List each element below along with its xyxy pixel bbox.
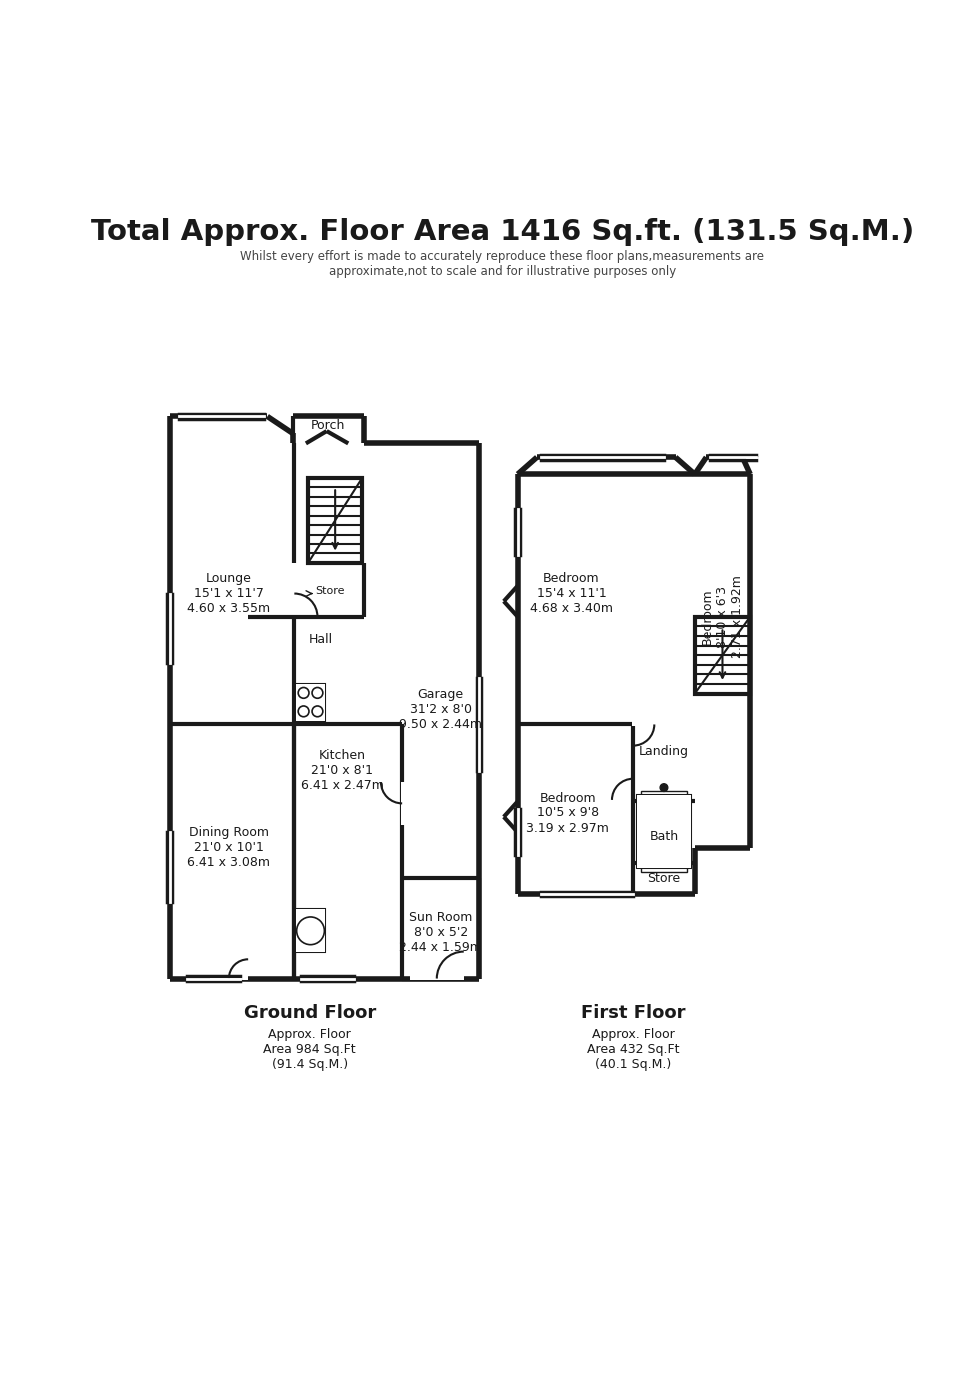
Bar <box>401 783 407 824</box>
Text: Bath: Bath <box>650 830 678 842</box>
Bar <box>410 974 464 981</box>
Text: Approx. Floor
Area 432 Sq.Ft
(40.1 Sq.M.): Approx. Floor Area 432 Sq.Ft (40.1 Sq.M.… <box>587 1028 679 1071</box>
Text: Bedroom
10'5 x 9'8
3.19 x 2.97m: Bedroom 10'5 x 9'8 3.19 x 2.97m <box>526 791 610 835</box>
Text: Ground Floor: Ground Floor <box>244 1004 376 1022</box>
Text: First Floor: First Floor <box>581 1004 685 1022</box>
Bar <box>695 616 751 694</box>
Text: Landing: Landing <box>639 745 689 758</box>
Text: Dining Room
21'0 x 10'1
6.41 x 3.08m: Dining Room 21'0 x 10'1 6.41 x 3.08m <box>187 825 270 870</box>
Text: Kitchen
21'0 x 8'1
6.41 x 2.47m: Kitchen 21'0 x 8'1 6.41 x 2.47m <box>301 749 383 792</box>
Text: Hall: Hall <box>309 633 332 647</box>
Bar <box>296 684 325 720</box>
Bar <box>641 791 687 873</box>
Text: Bedroom
15'4 x 11'1
4.68 x 3.40m: Bedroom 15'4 x 11'1 4.68 x 3.40m <box>530 572 613 615</box>
Bar <box>309 478 363 562</box>
Bar <box>637 795 691 868</box>
Bar <box>632 681 638 726</box>
Bar <box>637 795 691 868</box>
Text: Store: Store <box>648 873 680 885</box>
Text: Lounge
15'1 x 11'7
4.60 x 3.55m: Lounge 15'1 x 11'7 4.60 x 3.55m <box>187 572 270 615</box>
Text: Approx. Floor
Area 984 Sq.Ft
(91.4 Sq.M.): Approx. Floor Area 984 Sq.Ft (91.4 Sq.M.… <box>264 1028 356 1071</box>
Text: Whilst every effort is made to accurately reproduce these floor plans,measuremen: Whilst every effort is made to accuratel… <box>240 249 764 278</box>
Circle shape <box>661 784 667 791</box>
Bar <box>296 909 325 951</box>
Text: Garage
31'2 x 8'0
9.50 x 2.44m: Garage 31'2 x 8'0 9.50 x 2.44m <box>399 687 482 730</box>
Bar <box>296 909 325 951</box>
Text: Sun Room
8'0 x 5'2
2.44 x 1.59m: Sun Room 8'0 x 5'2 2.44 x 1.59m <box>399 911 482 954</box>
Bar <box>210 974 248 981</box>
Text: Total Approx. Floor Area 1416 Sq.ft. (131.5 Sq.M.): Total Approx. Floor Area 1416 Sq.ft. (13… <box>90 217 914 245</box>
Text: Store: Store <box>315 586 345 596</box>
Bar <box>296 684 325 720</box>
Text: Bedroom
8'10 x 6'3
2.71 x 1.92m: Bedroom 8'10 x 6'3 2.71 x 1.92m <box>701 575 744 658</box>
Text: Porch: Porch <box>311 420 345 432</box>
